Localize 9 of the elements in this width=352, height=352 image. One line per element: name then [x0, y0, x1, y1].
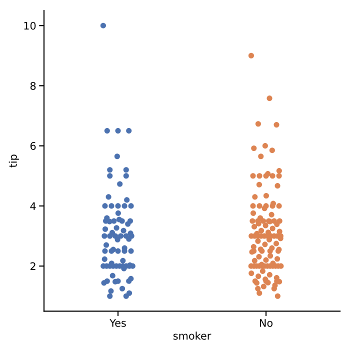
x-tick-label: Yes — [110, 319, 126, 327]
y-tick-label: 8 — [30, 82, 36, 90]
x-tick-label: No — [260, 319, 273, 327]
x-axis-title: smoker — [173, 332, 212, 340]
y-tick-label: 4 — [30, 202, 36, 210]
y-tick-label: 2 — [30, 262, 36, 270]
y-tick-label: 10 — [24, 22, 36, 30]
y-axis-title: tip — [8, 154, 19, 168]
y-tick-label: 6 — [30, 142, 36, 150]
